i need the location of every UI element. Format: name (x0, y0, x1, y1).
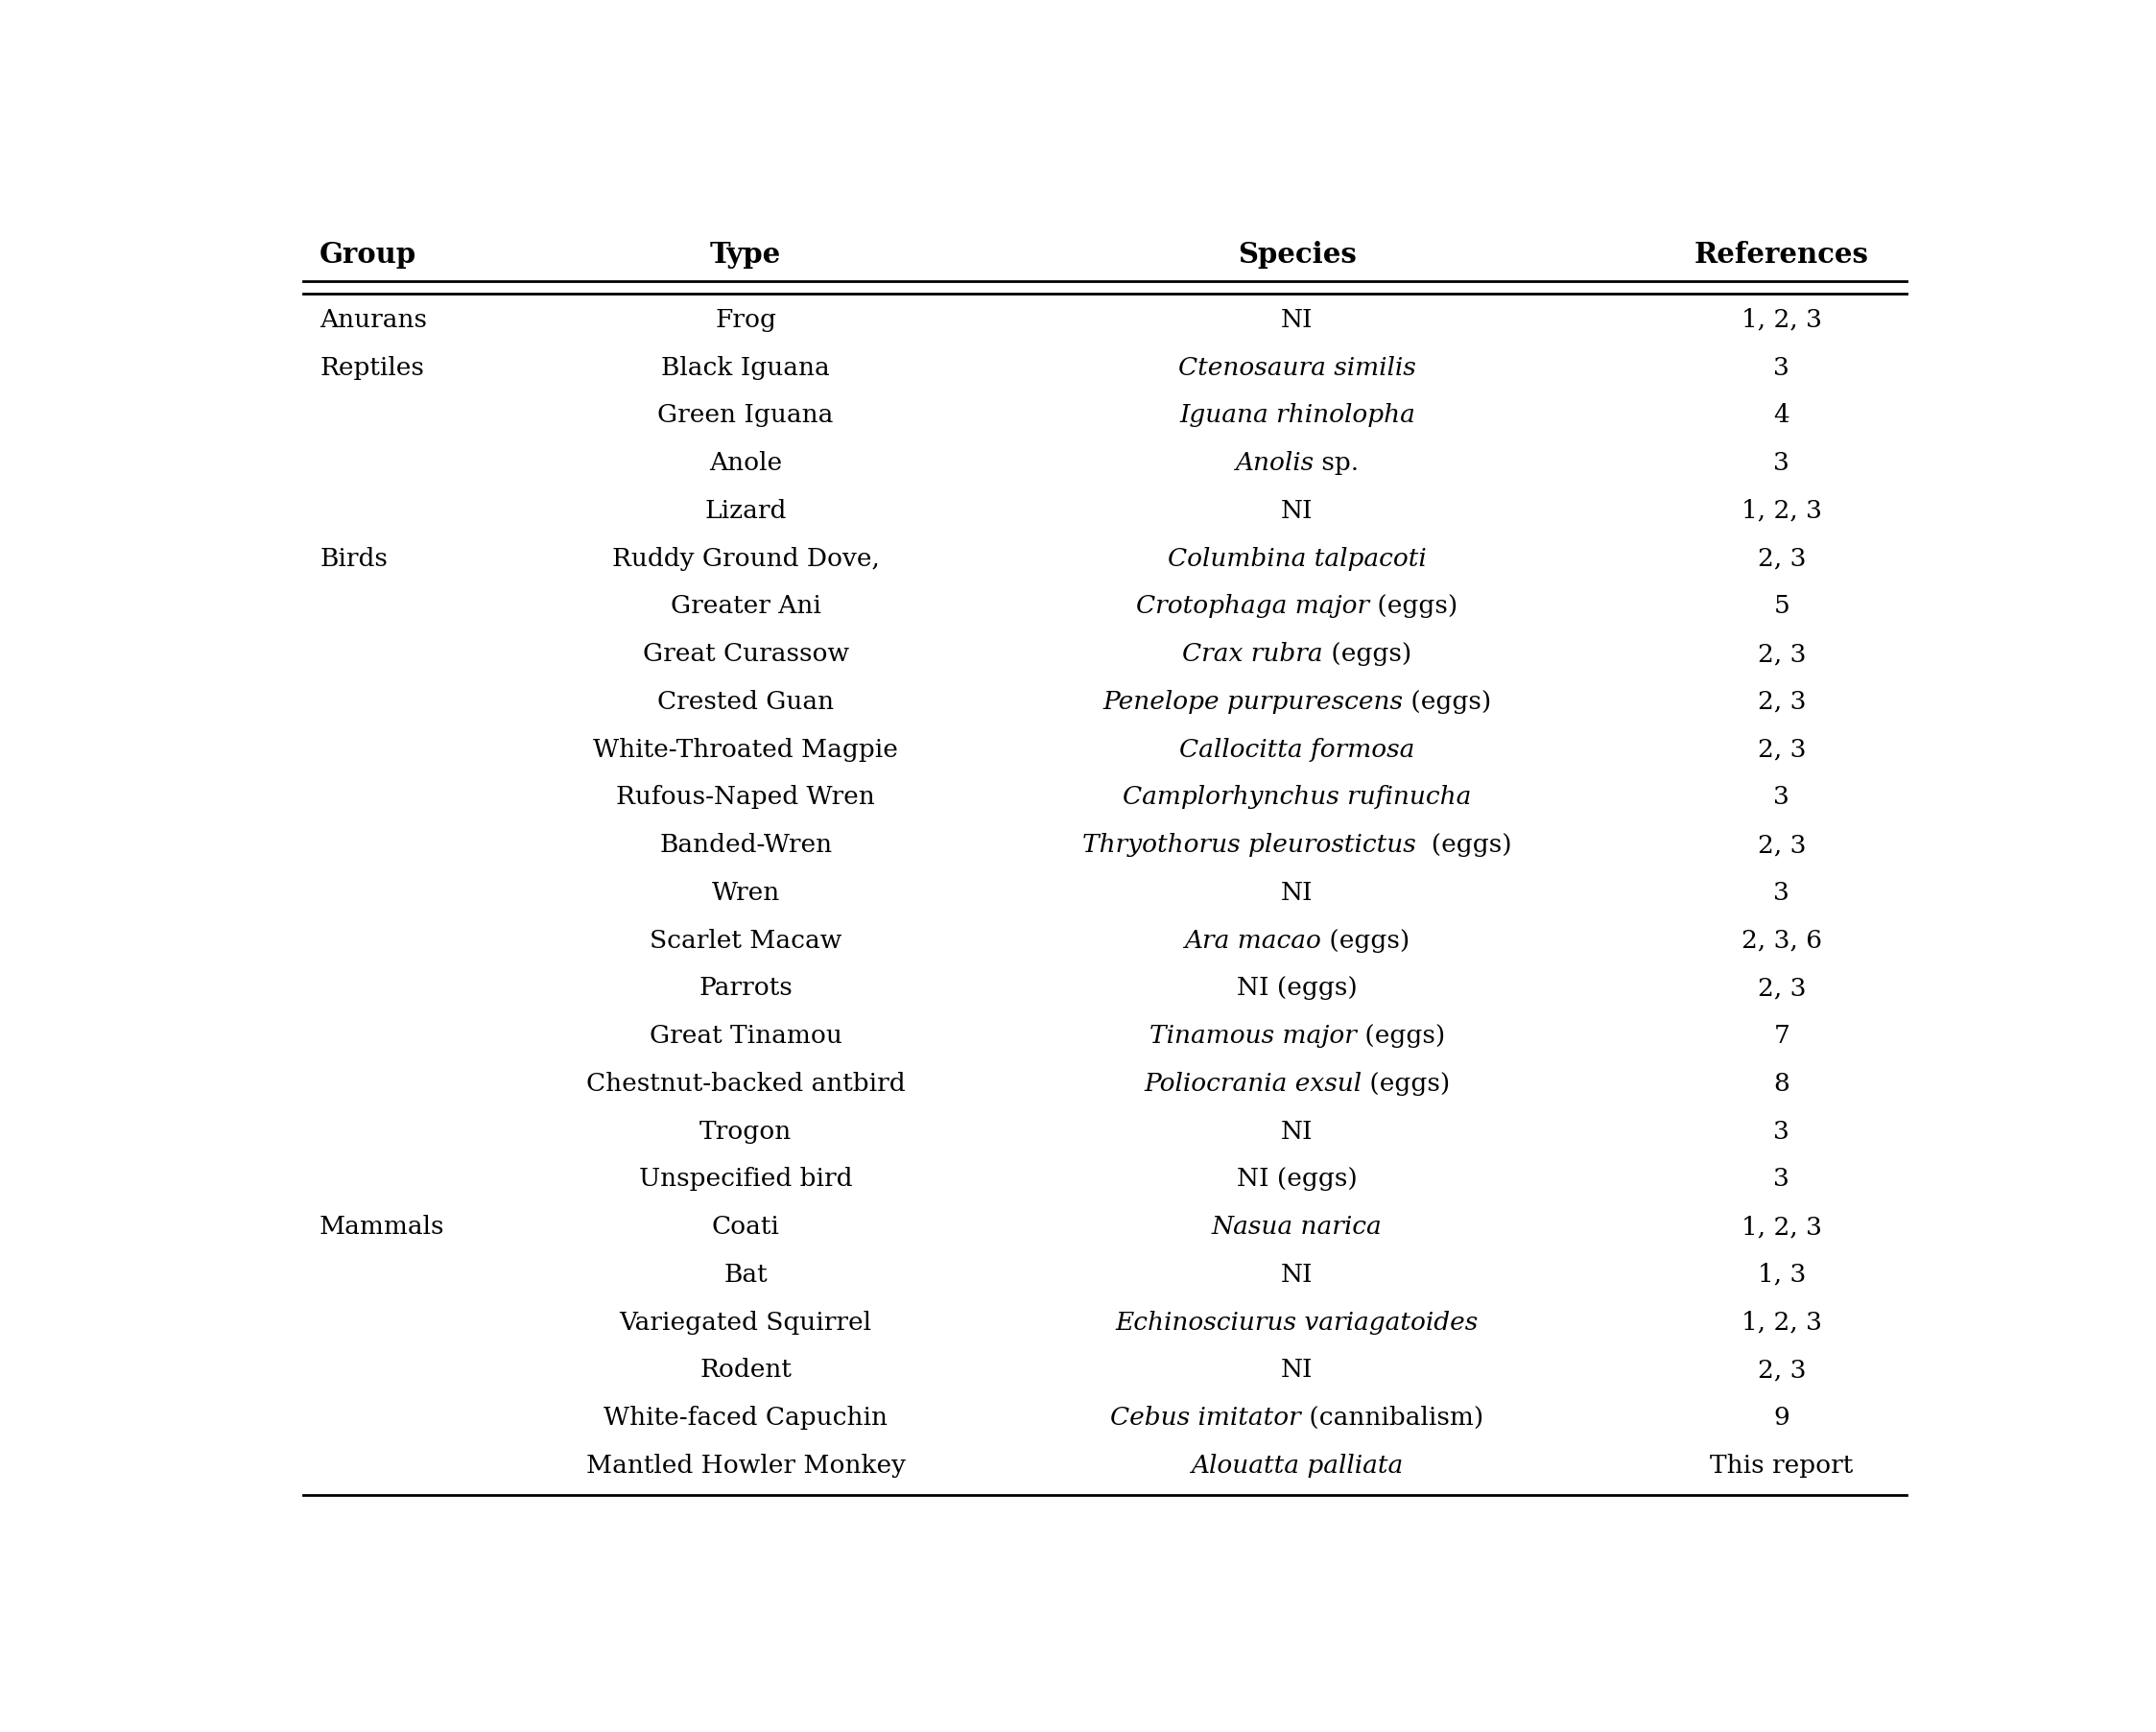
Text: 9: 9 (1774, 1406, 1789, 1431)
Text: Green Iguana: Green Iguana (658, 404, 834, 428)
Text: Trogon: Trogon (699, 1119, 791, 1143)
Text: 3: 3 (1774, 1119, 1789, 1143)
Text: Crotophaga major: Crotophaga major (1136, 594, 1369, 618)
Text: NI: NI (1281, 499, 1313, 523)
Text: 1, 2, 3: 1, 2, 3 (1742, 1216, 1822, 1238)
Text: Anurans: Anurans (319, 308, 427, 333)
Text: Black Iguana: Black Iguana (662, 355, 830, 379)
Text: Tinamous major: Tinamous major (1149, 1024, 1356, 1048)
Text: 8: 8 (1774, 1072, 1789, 1096)
Text: 1, 3: 1, 3 (1757, 1263, 1807, 1287)
Text: Callocitta formosa: Callocitta formosa (1179, 738, 1414, 762)
Text: References: References (1695, 241, 1869, 268)
Text: 1, 2, 3: 1, 2, 3 (1742, 499, 1822, 523)
Text: Crested Guan: Crested Guan (658, 689, 834, 714)
Text: 1, 2, 3: 1, 2, 3 (1742, 1311, 1822, 1334)
Text: Anolis: Anolis (1235, 450, 1313, 475)
Text: 2, 3, 6: 2, 3, 6 (1742, 928, 1822, 953)
Text: Thryothorus pleurostictus: Thryothorus pleurostictus (1082, 833, 1416, 857)
Text: Ara macao: Ara macao (1184, 928, 1322, 953)
Text: Ruddy Ground Dove,: Ruddy Ground Dove, (612, 547, 880, 570)
Text: 2, 3: 2, 3 (1757, 1358, 1807, 1382)
Text: (eggs): (eggs) (1369, 594, 1457, 618)
Text: Scarlet Macaw: Scarlet Macaw (649, 928, 841, 953)
Text: Cebus imitator: Cebus imitator (1110, 1406, 1302, 1431)
Text: (cannibalism): (cannibalism) (1302, 1406, 1483, 1431)
Text: (eggs): (eggs) (1356, 1024, 1445, 1048)
Text: Wren: Wren (711, 882, 780, 904)
Text: Group: Group (319, 241, 416, 268)
Text: sp.: sp. (1313, 450, 1358, 475)
Text: Columbina talpacoti: Columbina talpacoti (1169, 547, 1427, 570)
Text: Camplorhynchus rufinucha: Camplorhynchus rufinucha (1123, 785, 1470, 809)
Text: NI: NI (1281, 1263, 1313, 1287)
Text: NI: NI (1281, 308, 1313, 333)
Text: NI: NI (1281, 1119, 1313, 1143)
Text: Banded-Wren: Banded-Wren (660, 833, 832, 857)
Text: This report: This report (1710, 1453, 1854, 1477)
Text: 3: 3 (1774, 882, 1789, 904)
Text: (eggs): (eggs) (1363, 1072, 1451, 1096)
Text: 2, 3: 2, 3 (1757, 738, 1807, 762)
Text: Poliocrania exsul: Poliocrania exsul (1145, 1072, 1363, 1096)
Text: (eggs): (eggs) (1322, 928, 1410, 953)
Text: 2, 3: 2, 3 (1757, 643, 1807, 667)
Text: 3: 3 (1774, 355, 1789, 379)
Text: White-faced Capuchin: White-faced Capuchin (604, 1406, 888, 1431)
Text: Great Tinamou: Great Tinamou (649, 1024, 843, 1048)
Text: Penelope purpurescens: Penelope purpurescens (1102, 689, 1404, 714)
Text: 3: 3 (1774, 1167, 1789, 1192)
Text: Unspecified bird: Unspecified bird (638, 1167, 852, 1192)
Text: Mantled Howler Monkey: Mantled Howler Monkey (586, 1453, 906, 1477)
Text: Ctenosaura similis: Ctenosaura similis (1177, 355, 1416, 379)
Text: 7: 7 (1774, 1024, 1789, 1048)
Text: 2, 3: 2, 3 (1757, 547, 1807, 570)
Text: Parrots: Parrots (699, 977, 793, 1001)
Text: 5: 5 (1774, 594, 1789, 618)
Text: Nasua narica: Nasua narica (1212, 1216, 1382, 1238)
Text: Rufous-Naped Wren: Rufous-Naped Wren (617, 785, 875, 809)
Text: 1, 2, 3: 1, 2, 3 (1742, 308, 1822, 333)
Text: NI: NI (1281, 1358, 1313, 1382)
Text: Chestnut-backed antbird: Chestnut-backed antbird (586, 1072, 906, 1096)
Text: Anole: Anole (709, 450, 783, 475)
Text: 3: 3 (1774, 450, 1789, 475)
Text: (eggs): (eggs) (1416, 833, 1511, 857)
Text: NI (eggs): NI (eggs) (1238, 1167, 1358, 1192)
Text: 3: 3 (1774, 785, 1789, 809)
Text: Alouatta palliata: Alouatta palliata (1190, 1453, 1404, 1477)
Text: Lizard: Lizard (705, 499, 787, 523)
Text: White-Throated Magpie: White-Throated Magpie (593, 738, 899, 762)
Text: 2, 3: 2, 3 (1757, 977, 1807, 1001)
Text: Mammals: Mammals (319, 1216, 444, 1238)
Text: Echinosciurus variagatoides: Echinosciurus variagatoides (1115, 1311, 1479, 1334)
Text: 2, 3: 2, 3 (1757, 833, 1807, 857)
Text: Coati: Coati (711, 1216, 780, 1238)
Text: Species: Species (1238, 241, 1356, 268)
Text: Rodent: Rodent (701, 1358, 791, 1382)
Text: Birds: Birds (319, 547, 388, 570)
Text: Crax rubra: Crax rubra (1181, 643, 1324, 667)
Text: (eggs): (eggs) (1324, 643, 1412, 667)
Text: Bat: Bat (724, 1263, 768, 1287)
Text: NI (eggs): NI (eggs) (1238, 977, 1358, 1001)
Text: 4: 4 (1774, 404, 1789, 428)
Text: NI: NI (1281, 882, 1313, 904)
Text: (eggs): (eggs) (1404, 689, 1492, 714)
Text: 2, 3: 2, 3 (1757, 689, 1807, 714)
Text: Type: Type (709, 241, 780, 268)
Text: Frog: Frog (716, 308, 776, 333)
Text: Greater Ani: Greater Ani (671, 594, 821, 618)
Text: Variegated Squirrel: Variegated Squirrel (619, 1311, 871, 1334)
Text: Reptiles: Reptiles (319, 355, 425, 379)
Text: Iguana rhinolopha: Iguana rhinolopha (1179, 404, 1414, 428)
Text: Great Curassow: Great Curassow (642, 643, 849, 667)
